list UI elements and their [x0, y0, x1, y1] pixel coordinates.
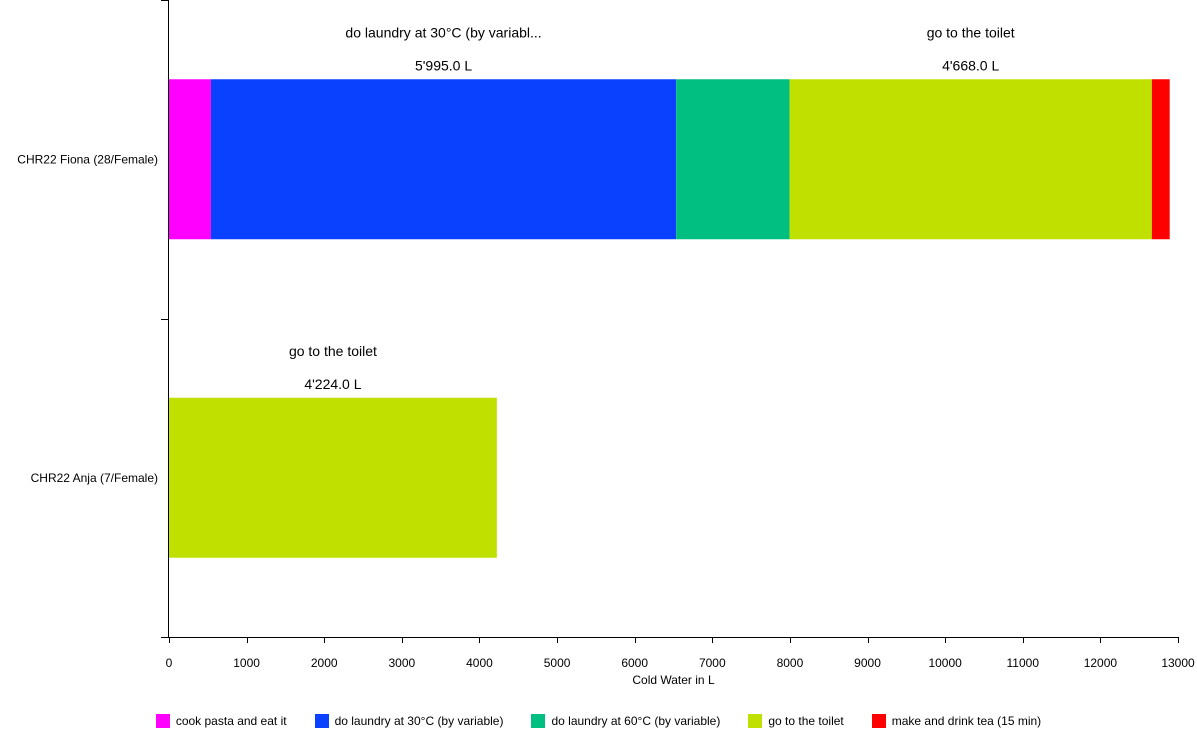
annotation-value: 4'224.0 L: [304, 376, 361, 392]
bar-segment: [676, 79, 790, 240]
bar-segment: [169, 397, 497, 558]
x-tick-label: 11000: [1007, 656, 1040, 670]
x-tick-label: 12000: [1084, 656, 1118, 670]
annotation-label: go to the toilet: [927, 24, 1015, 40]
x-tick-label: 4000: [466, 656, 493, 670]
annotation-value: 4'668.0 L: [942, 57, 999, 73]
x-tick-label: 3000: [388, 656, 415, 670]
x-tick-label: 10000: [928, 656, 962, 670]
x-axis-title: Cold Water in L: [632, 673, 715, 687]
annotation-label: go to the toilet: [289, 343, 377, 359]
bar-segment: [210, 79, 677, 240]
annotations-layer: do laundry at 30°C (by variabl... 5'995.0…: [289, 24, 1015, 392]
x-axis-ticks: 0 1000 2000 3000 4000 5000 6000 7000 8000 9000 100…: [166, 637, 1195, 670]
legend-swatch: [871, 714, 886, 728]
x-tick-label: 2000: [311, 656, 338, 670]
legend-swatch: [531, 714, 546, 728]
annotation-value: 5'995.0 L: [415, 57, 472, 73]
x-tick-label: 8000: [777, 656, 804, 670]
bar-chart: do laundry at 30°C (by variabl... 5'995.0…: [17, 0, 1195, 687]
legend-item: cook pasta and eat it: [155, 714, 287, 728]
category-label: CHR22 Anja (7/Female): [31, 471, 158, 485]
annotation-label: do laundry at 30°C (by variabl...: [345, 24, 541, 40]
x-tick-label: 1000: [233, 656, 260, 670]
legend-item: go to the toilet: [748, 714, 844, 728]
x-tick-label: 7000: [699, 656, 726, 670]
legend-item: do laundry at 60°C (by variable): [531, 714, 720, 728]
x-tick-label: 0: [166, 656, 173, 670]
legend: cook pasta and eat it do laundry at 30°C …: [0, 711, 1197, 731]
legend-label: go to the toilet: [768, 714, 844, 728]
legend-label: make and drink tea (15 min): [891, 714, 1042, 728]
legend-swatch: [155, 714, 170, 728]
category-label: CHR22 Fiona (28/Female): [17, 152, 158, 166]
legend-label: cook pasta and eat it: [175, 714, 287, 728]
x-tick-label: 13000: [1161, 656, 1195, 670]
x-tick-label: 6000: [621, 656, 648, 670]
legend-swatch: [314, 714, 329, 728]
legend-swatch: [748, 714, 763, 728]
bar-segment: [789, 79, 1152, 240]
category-labels: CHR22 Fiona (28/Female) CHR22 Anja (7/Fem…: [17, 152, 158, 485]
y-axis-ticks: [161, 0, 169, 638]
legend-item: make and drink tea (15 min): [871, 714, 1042, 728]
legend-item: do laundry at 30°C (by variable): [314, 714, 504, 728]
legend-label: do laundry at 30°C (by variable): [334, 714, 504, 728]
bars-layer: [169, 79, 1170, 558]
bar-segment: [169, 79, 211, 240]
legend-label: do laundry at 60°C (by variable): [551, 714, 721, 728]
x-tick-label: 5000: [544, 656, 571, 670]
x-tick-label: 9000: [854, 656, 881, 670]
bar-segment: [1151, 79, 1170, 240]
